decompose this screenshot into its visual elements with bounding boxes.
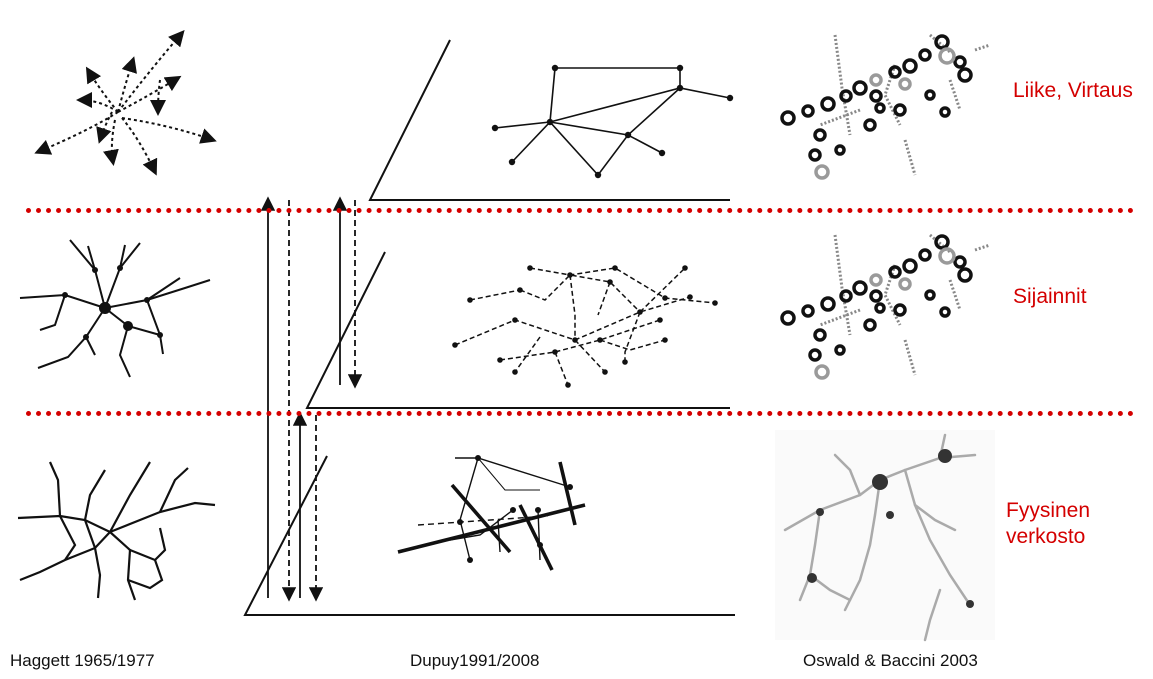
- haggett-location-nodes: [62, 265, 163, 340]
- oswald-physical: [775, 430, 995, 642]
- caption-oswald-baccini: Oswald & Baccini 2003: [803, 651, 978, 670]
- caption-haggett: Haggett 1965/1977: [10, 651, 155, 670]
- layer-label-locations: Sijainnit: [1013, 285, 1087, 308]
- layer-separator-bottom: [26, 411, 1134, 416]
- oswald-locations: [780, 233, 991, 380]
- layer-separator-top: [26, 208, 1134, 213]
- layer-label-physical-network: Fyysinen verkosto: [1006, 499, 1091, 548]
- caption-dupuy: Dupuy1991/2008: [410, 651, 540, 670]
- dupuy-physical-graph: [397, 457, 586, 571]
- oswald-flows: [780, 33, 991, 180]
- dupuy-vertical-arrows: [260, 196, 363, 602]
- dupuy-flow-graph: [494, 67, 731, 177]
- haggett-flows: [34, 29, 217, 176]
- dupuy-location-graph: [454, 267, 716, 386]
- haggett-physical: [17, 461, 216, 601]
- haggett-locations: [19, 239, 211, 378]
- layer-label-flows: Liike, Virtaus: [1013, 79, 1133, 102]
